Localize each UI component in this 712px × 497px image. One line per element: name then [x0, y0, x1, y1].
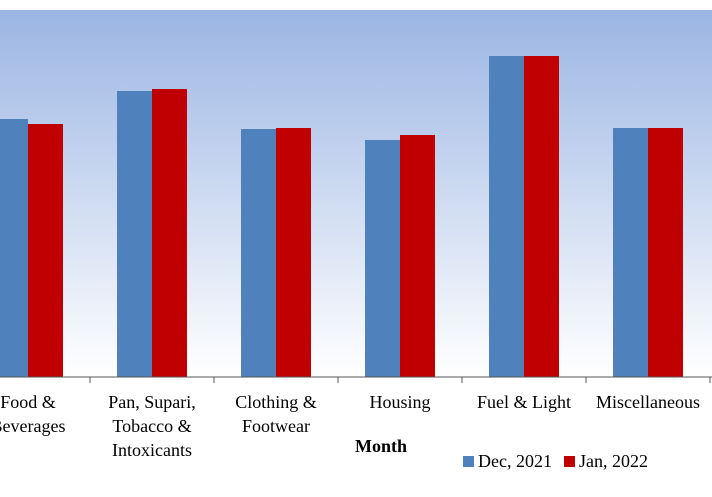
bar [276, 128, 311, 377]
bar [524, 56, 559, 377]
x-tick-label: Clothing & Footwear [235, 392, 317, 436]
x-axis-title: Month [355, 436, 407, 456]
label-line: Clothing & [235, 392, 317, 412]
x-tick-label: Fuel & Light [477, 392, 571, 412]
label-line: Tobacco & [112, 416, 191, 436]
label-line: Miscellaneous [596, 392, 700, 412]
bar [365, 140, 400, 377]
plot-area [0, 10, 712, 377]
legend-label: Jan, 2022 [579, 451, 648, 471]
bar [613, 128, 648, 377]
legend-swatch [563, 456, 575, 467]
label-line: Fuel & Light [477, 392, 571, 412]
bar [28, 124, 63, 377]
label-line: Footwear [242, 416, 310, 436]
x-tick-label: Miscellaneous [596, 392, 700, 412]
label-line: Housing [369, 392, 430, 412]
legend-label: Dec, 2021 [478, 451, 552, 471]
label-line: Beverages [0, 416, 65, 436]
x-tick-label: Food & Beverages [0, 392, 65, 436]
bar [400, 135, 435, 377]
bar [489, 56, 524, 377]
legend-swatch [463, 456, 474, 467]
bar [117, 91, 152, 377]
bar [152, 89, 187, 377]
label-line: Intoxicants [112, 440, 192, 460]
x-tick-label: Housing [369, 392, 430, 412]
bar [0, 119, 28, 377]
label-line: Food & [0, 392, 56, 412]
bar [241, 129, 276, 377]
bar [648, 128, 683, 377]
x-tick-label: Pan, Supari, Tobacco & Intoxicants [108, 392, 196, 460]
label-line: Pan, Supari, [108, 392, 196, 412]
